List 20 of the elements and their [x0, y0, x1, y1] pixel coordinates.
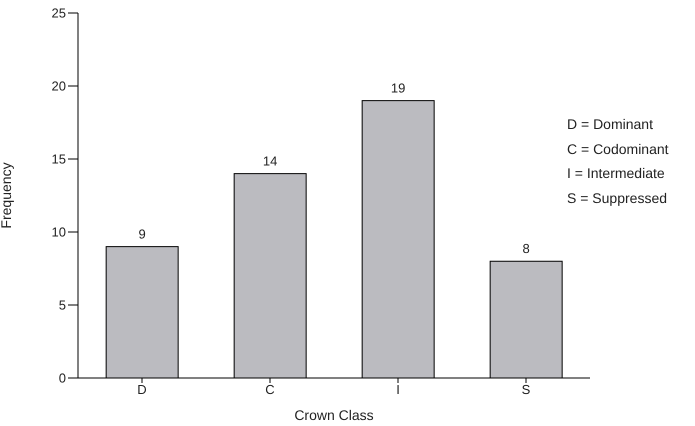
x-tick-label: D: [137, 382, 147, 398]
annotation: C = Codominant: [567, 140, 669, 158]
x-tick-label: S: [522, 382, 531, 398]
x-tick-label: C: [265, 382, 275, 398]
data-label: 8: [522, 241, 530, 256]
y-tick-label: 0: [58, 370, 66, 386]
y-tick-label: 10: [52, 224, 66, 240]
annotation: D = Dominant: [567, 115, 654, 134]
data-label: 9: [138, 226, 146, 242]
y-tick-label: 15: [52, 152, 66, 167]
y-tick-label: 5: [58, 298, 66, 313]
y-tick-label: 25: [52, 6, 66, 21]
x-tick-label: I: [396, 382, 400, 398]
data-label: 19: [390, 80, 406, 96]
data-label: 14: [262, 154, 278, 169]
annotation: S = Suppressed: [567, 188, 668, 208]
y-tick-label: 20: [52, 78, 66, 94]
x-axis-title: Crown Class: [294, 407, 374, 423]
annotation: I = Intermediate: [567, 164, 666, 183]
y-axis-title: Frequency: [0, 162, 14, 229]
